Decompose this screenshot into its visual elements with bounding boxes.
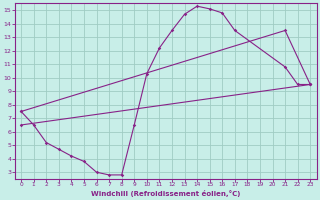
X-axis label: Windchill (Refroidissement éolien,°C): Windchill (Refroidissement éolien,°C): [91, 190, 240, 197]
